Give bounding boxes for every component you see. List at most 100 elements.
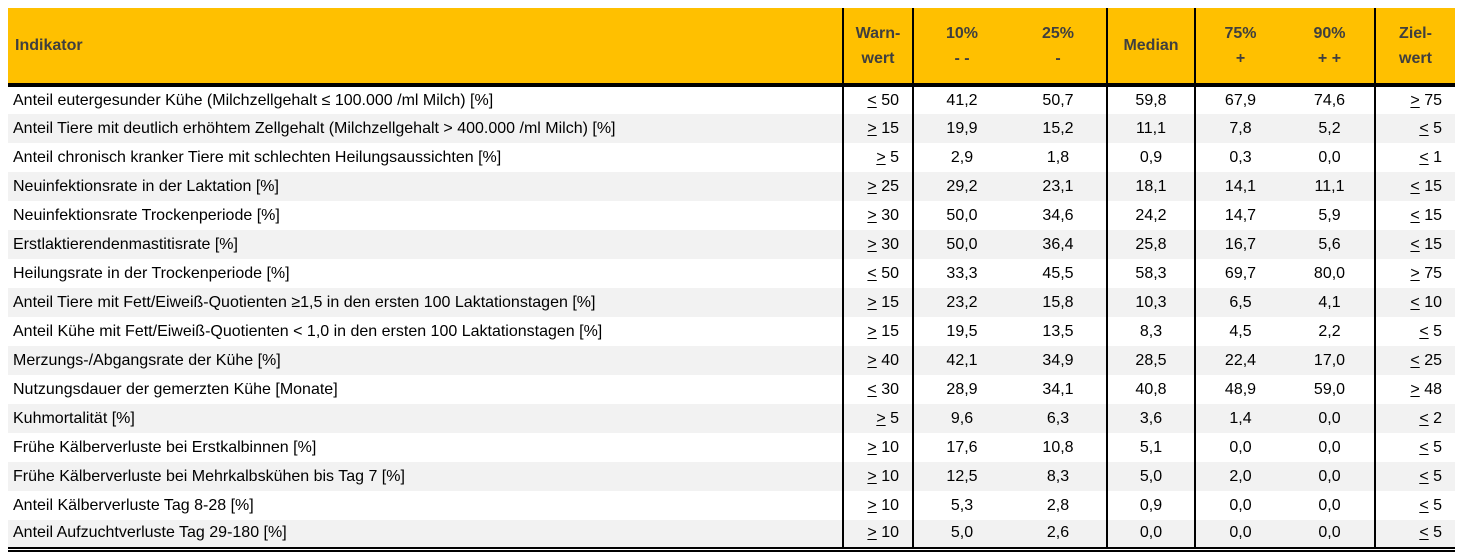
indikator-cell: Frühe Kälberverluste bei Mehrkalbskühen … — [8, 462, 843, 491]
warnwert-cell: > 10 — [842, 462, 913, 491]
col-header-p10-line1: 10% — [945, 24, 979, 42]
median-cell: 0,9 — [1106, 143, 1196, 172]
warnwert-cell: > 15 — [842, 317, 913, 346]
p90-cell: 17,0 — [1285, 346, 1375, 375]
greater-equal-operator: > — [1410, 380, 1420, 398]
less-equal-operator: < — [867, 91, 877, 109]
p25-cell: 1,8 — [1046, 148, 1070, 166]
warnwert-cell: > 5 — [842, 404, 913, 433]
indikator-cell: Anteil Tiere mit deutlich erhöhtem Zellg… — [8, 114, 843, 143]
table-row: Frühe Kälberverluste bei Erstkalbinnen [… — [8, 433, 1455, 462]
p75-cell: 0,0 — [1229, 496, 1252, 514]
p10-cell: 19,5 — [912, 317, 1010, 346]
p10-cell: 23,2 — [912, 288, 1010, 317]
greater-equal-operator: > — [876, 148, 886, 166]
p90-cell: 74,6 — [1313, 91, 1346, 109]
p90-cell: 5,2 — [1285, 114, 1375, 143]
indikator-cell: Nutzungsdauer der gemerzten Kühe [Monate… — [13, 380, 338, 398]
p75-cell: 6,5 — [1195, 288, 1285, 317]
col-header-p25: 25% - — [1010, 8, 1107, 87]
median-cell: 8,3 — [1106, 317, 1196, 346]
median-cell: 40,8 — [1106, 375, 1196, 404]
less-equal-operator: < — [1410, 293, 1420, 311]
p25-cell: 2,6 — [1010, 520, 1107, 552]
table-row: Anteil eutergesunder Kühe (Milchzellgeha… — [8, 85, 1455, 114]
warnwert-cell: > 40 — [842, 346, 913, 375]
zielwert-cell: < 5 — [1374, 317, 1455, 346]
p10-cell: 19,9 — [912, 114, 1010, 143]
col-header-warnwert-line1: Warn- — [855, 24, 901, 42]
p25-cell: 10,8 — [1042, 438, 1074, 456]
warnwert-cell: > 15 — [842, 114, 913, 143]
indikator-cell: Anteil Tiere mit Fett/Eiweiß-Quotienten … — [8, 288, 843, 317]
median-cell: 10,3 — [1106, 288, 1196, 317]
greater-equal-operator: > — [876, 409, 886, 427]
table-row: Heilungsrate in der Trockenperiode [%] < … — [8, 259, 1455, 288]
greater-equal-operator: > — [867, 467, 877, 485]
p10-cell: 5,3 — [912, 491, 1010, 520]
p75-cell: 48,9 — [1224, 380, 1257, 398]
p25-cell: 13,5 — [1042, 322, 1074, 340]
median-cell: 28,5 — [1106, 346, 1196, 375]
table-row: Anteil Aufzuchtverluste Tag 29-180 [%] > … — [8, 520, 1455, 552]
indikator-cell: Heilungsrate in der Trockenperiode [%] — [13, 264, 290, 282]
less-equal-operator: < — [1419, 322, 1429, 340]
zielwert-cell: > 75 — [1374, 85, 1455, 114]
zielwert-cell: < 5 — [1374, 462, 1455, 491]
table-row: Anteil Tiere mit deutlich erhöhtem Zellg… — [8, 114, 1455, 143]
p90-cell: 59,0 — [1313, 380, 1346, 398]
p90-cell: 4,1 — [1285, 288, 1375, 317]
median-cell: 58,3 — [1106, 259, 1196, 288]
p90-cell: 0,0 — [1318, 438, 1341, 456]
less-equal-operator: < — [1410, 235, 1420, 253]
col-header-p10: 10% - - — [912, 8, 1010, 87]
indikator-cell: Erstlaktierendenmastitisrate [%] — [8, 230, 843, 259]
greater-equal-operator: > — [867, 438, 877, 456]
zielwert-cell: < 10 — [1374, 288, 1455, 317]
col-header-p90: 90% + + — [1285, 8, 1375, 87]
median-cell: 0,0 — [1106, 520, 1196, 552]
col-header-warnwert: Warn- wert — [842, 8, 913, 87]
table-row: Neuinfektionsrate Trockenperiode [%] > 30… — [8, 201, 1455, 230]
zielwert-cell: < 2 — [1374, 404, 1455, 433]
less-equal-operator: < — [1419, 438, 1429, 456]
less-equal-operator: < — [1419, 119, 1429, 137]
p90-cell: 5,9 — [1318, 206, 1341, 224]
table-row: Frühe Kälberverluste bei Mehrkalbskühen … — [8, 462, 1455, 491]
warnwert-cell: > 15 — [842, 288, 913, 317]
greater-equal-operator: > — [867, 322, 877, 340]
less-equal-operator: < — [867, 264, 877, 282]
p90-cell: 0,0 — [1285, 462, 1375, 491]
table-row: Anteil Kälberverluste Tag 8-28 [%] > 10 5,… — [8, 491, 1455, 520]
indicator-table: Indikator Warn- wert 10% - - 25% - Media… — [8, 8, 1455, 552]
p25-cell: 23,1 — [1010, 172, 1107, 201]
p25-cell: 34,9 — [1010, 346, 1107, 375]
table-body: Anteil eutergesunder Kühe (Milchzellgeha… — [8, 85, 1455, 552]
p75-cell: 67,9 — [1224, 91, 1257, 109]
greater-equal-operator: > — [867, 235, 877, 253]
greater-equal-operator: > — [867, 496, 877, 514]
col-header-indikator: Indikator — [8, 8, 843, 87]
warnwert-cell: > 10 — [842, 433, 913, 462]
p10-cell: 2,9 — [912, 143, 1010, 172]
median-cell: 18,1 — [1106, 172, 1196, 201]
table-row: Nutzungsdauer der gemerzten Kühe [Monate… — [8, 375, 1455, 404]
less-equal-operator: < — [1419, 524, 1429, 542]
p75-cell: 1,4 — [1195, 404, 1285, 433]
p75-cell: 0,3 — [1229, 148, 1252, 166]
p75-cell: 69,7 — [1224, 264, 1257, 282]
greater-equal-operator: > — [867, 524, 877, 542]
indikator-cell: Neuinfektionsrate Trockenperiode [%] — [13, 206, 280, 224]
warnwert-cell: < 50 — [842, 85, 913, 114]
p10-cell: 9,6 — [912, 404, 1010, 433]
less-equal-operator: < — [1419, 467, 1429, 485]
col-header-median-label: Median — [1123, 37, 1179, 54]
p25-cell: 8,3 — [1010, 462, 1107, 491]
col-header-p75: 75% + — [1195, 8, 1285, 87]
col-header-indikator-label: Indikator — [15, 37, 83, 54]
median-cell: 11,1 — [1106, 114, 1196, 143]
p75-cell: 4,5 — [1229, 322, 1252, 340]
indikator-cell: Merzungs-/Abgangsrate der Kühe [%] — [8, 346, 843, 375]
col-header-p75-line2: + — [1235, 49, 1246, 67]
